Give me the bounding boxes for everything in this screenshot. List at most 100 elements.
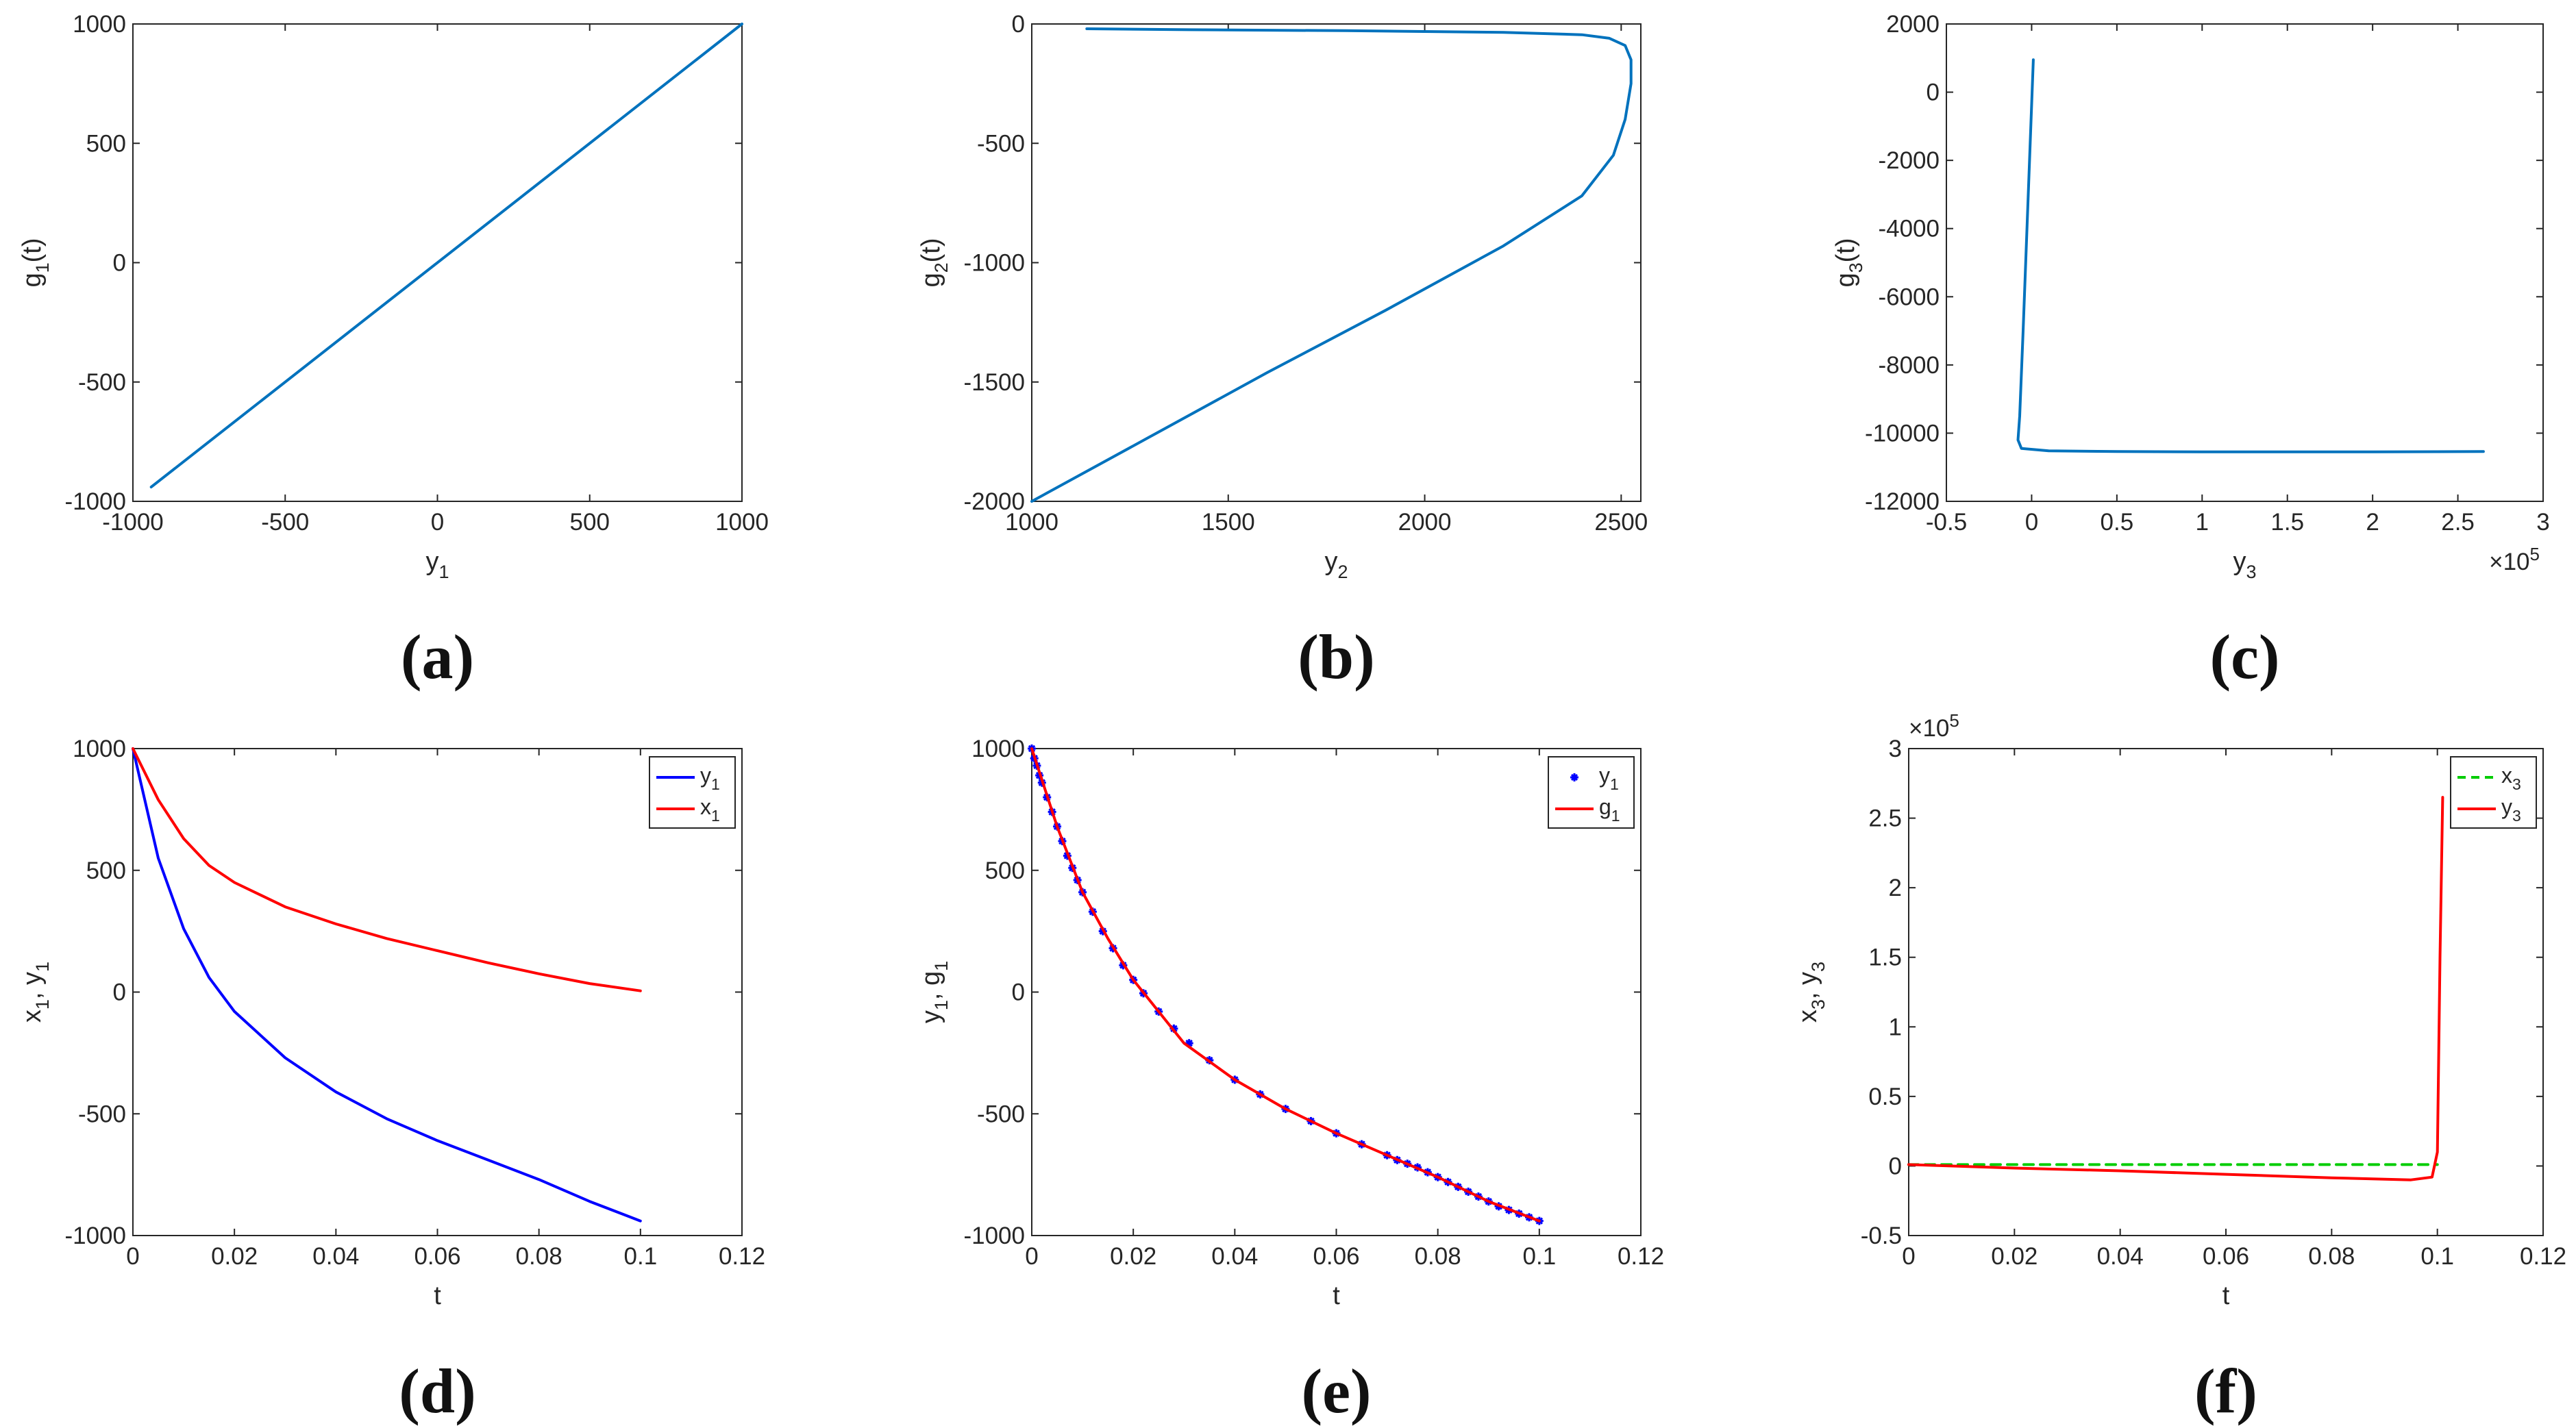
legend-label-sub: 1 (1611, 807, 1620, 825)
legend-label-sub: 1 (1610, 775, 1619, 793)
x-axis-label-main: y (1324, 547, 1337, 576)
chart-panel-c: -0.5 0 0.5 1 1.5 2 2.5 3 -12000 -10000 -8000 -6000 -… (1831, 11, 2550, 692)
x-tick-label: -1000 (102, 509, 164, 536)
y-axis-label-suffix: (t) (1831, 238, 1860, 262)
y-exponent-label: ×105 (1909, 710, 1959, 742)
series-line-d-0 (132, 747, 642, 1223)
x-tick-label: 1000 (1005, 509, 1058, 536)
legend-label-main: x (2501, 763, 2512, 788)
legend-box (649, 756, 736, 829)
y-tick-label: -10000 (1865, 420, 1940, 447)
x-tick-label: 0.02 (1991, 1243, 2038, 1270)
x-tick-label: 0.06 (414, 1243, 460, 1270)
x-axis-label-sub: 1 (438, 562, 449, 582)
y-tick-label: 500 (86, 857, 126, 884)
y-tick-label: 500 (985, 857, 1025, 884)
x-axis-label-main: t (2222, 1281, 2230, 1310)
y-tick-label: -1000 (64, 1223, 126, 1249)
y-axis-label-sub: 1 (32, 999, 53, 1010)
y-tick-label: -6000 (1878, 284, 1940, 310)
x-tick-label: 0 (1025, 1243, 1038, 1270)
y-axis-label-sub: 1 (931, 1000, 952, 1010)
y-axis-label: g2(t) (917, 238, 952, 287)
x-tick-label: 1 (2196, 509, 2209, 536)
y-tick-label: 1000 (73, 11, 126, 38)
y-tick-label: 2 (1889, 875, 1902, 901)
y-tick-label: 3 (1889, 736, 1902, 762)
y-tick-label: -8000 (1878, 352, 1940, 379)
x-tick-label: 0.04 (2097, 1243, 2144, 1270)
x-tick-label: 1000 (715, 509, 769, 536)
x-tick-label: 0.12 (1618, 1243, 1664, 1270)
legend-label-main: y (2501, 794, 2512, 819)
y-axis-label: x1, y1 (18, 962, 53, 1023)
x-tick-label: 0 (2025, 509, 2038, 536)
x-axis-label-main: y (2233, 547, 2246, 576)
y-axis-label-main: g (1831, 273, 1860, 287)
y-tick-label: -2000 (963, 488, 1025, 515)
x-tick-label: 0.08 (1415, 1243, 1461, 1270)
y-tick-label: -1000 (64, 488, 126, 515)
y-tick-label: 1000 (73, 736, 126, 762)
x-tick-label: 2 (2366, 509, 2379, 536)
chart-panel-f: 0 0.02 0.04 0.06 0.08 0.1 0.12-0.500.511.522.5… (1794, 710, 2566, 1426)
y-tick-label: -1500 (963, 369, 1025, 396)
y-tick-label: -2000 (1878, 147, 1940, 174)
x-axis-label-sub: 2 (1337, 562, 1348, 582)
panel-label: (f) (2194, 1356, 2257, 1426)
x-exponent-label: ×105 (2489, 544, 2540, 575)
x-axis-label-main: y (425, 547, 438, 576)
legend-box (2450, 756, 2537, 829)
y-axis-label-suffix: (t) (917, 238, 945, 262)
y-axis-label: x3, y3 (1794, 962, 1829, 1023)
legend-label: x3 (2501, 763, 2521, 793)
legend-label: x1 (700, 794, 720, 825)
axes-frame (1031, 23, 1642, 502)
y-tick-label: 0 (113, 250, 126, 277)
series-line-c-0 (2016, 58, 2485, 453)
x-axis-label: t (2222, 1281, 2230, 1310)
x-exponent-base: ×10 (2489, 549, 2529, 575)
x-tick-label: 0 (431, 509, 444, 536)
y-tick-label: 0 (1889, 1153, 1902, 1179)
series-line-d-1 (132, 747, 642, 992)
y-tick-label: 1000 (971, 736, 1025, 762)
panel-label: (b) (1298, 622, 1374, 692)
y-tick-label: -12000 (1865, 488, 1940, 515)
y-axis-label-main: x (18, 1010, 47, 1023)
x-tick-label: 0.12 (719, 1243, 765, 1270)
y-axis-label-sub2: 3 (1808, 962, 1829, 972)
series-line-b-0 (1030, 27, 1633, 503)
y-exponent-base: ×10 (1909, 715, 1949, 742)
chart-panel-e: 0 0.02 0.04 0.06 0.08 0.1 0.12 -1000 -500 0 500 100… (917, 736, 1664, 1426)
x-tick-label: 0.06 (2203, 1243, 2249, 1270)
y-tick-label: 0 (1012, 11, 1025, 38)
legend-label-sub: 1 (711, 775, 720, 793)
y-axis-label-main: x (1794, 1010, 1822, 1023)
x-tick-label: 0.1 (624, 1243, 658, 1270)
x-tick-label: 0.06 (1313, 1243, 1359, 1270)
x-axis-label: y3 (2233, 547, 2256, 582)
y-tick-label: 2000 (1886, 11, 1940, 38)
legend-label-main: x (700, 794, 711, 819)
x-tick-label: 0.04 (312, 1243, 359, 1270)
chart-panel-a: -1000 -500 0 500 1000-1000-50005001000y1g1(t… (18, 11, 769, 692)
y-tick-label: 0 (113, 979, 126, 1006)
series-line-e-1 (1030, 747, 1541, 1223)
y-tick-label: 0 (1012, 979, 1025, 1006)
y-axis-label-suffix: , y (1794, 972, 1822, 999)
x-tick-label: -500 (261, 509, 309, 536)
legend-box (1548, 756, 1635, 829)
legend-label-sub: 3 (2512, 775, 2521, 793)
y-tick-label: -4000 (1878, 216, 1940, 242)
y-tick-label: 1 (1889, 1014, 1902, 1040)
panel-label: (d) (399, 1356, 475, 1426)
y-axis-label-suffix: , y (18, 972, 47, 999)
x-tick-label: 0 (126, 1243, 139, 1270)
chart-panel-b: 1000 1500 2000 2500-2000-1500-1000-5000y2g2… (917, 11, 1648, 692)
legend-marker (1570, 773, 1578, 781)
x-tick-label: 0.02 (211, 1243, 258, 1270)
x-tick-label: 500 (570, 509, 610, 536)
series-line-f-1 (1907, 796, 2444, 1181)
